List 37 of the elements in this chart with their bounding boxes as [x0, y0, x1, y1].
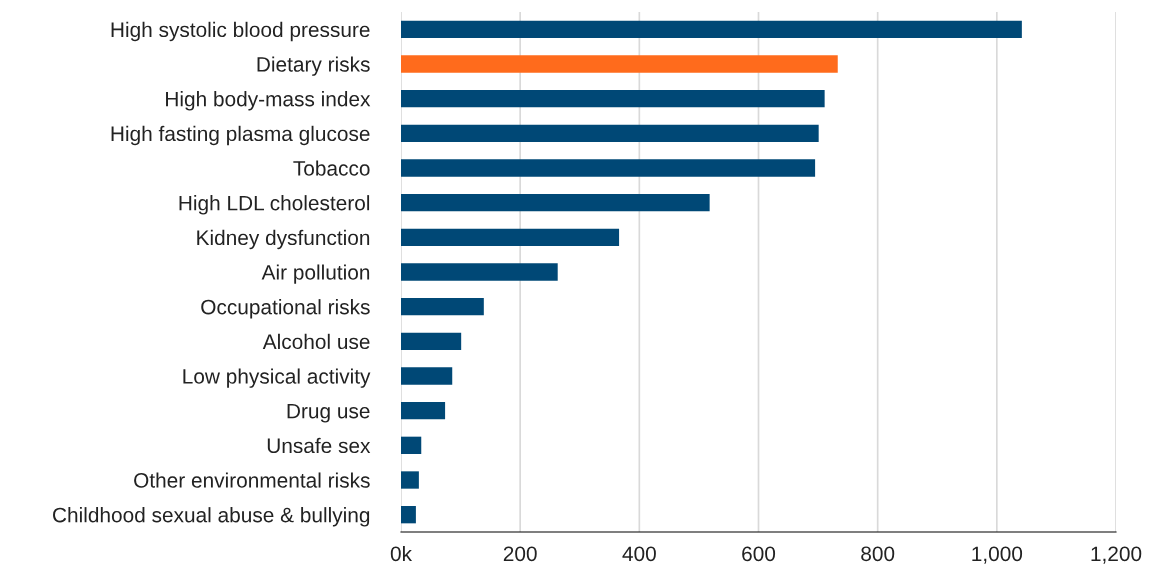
x-tick-label: 600 — [742, 546, 776, 562]
x-tick-label: 0k — [390, 545, 413, 562]
bar — [401, 367, 453, 385]
x-tick-label: 800 — [861, 546, 895, 562]
y-tick-label: Air pollution — [261, 264, 370, 284]
y-tick-label: Drug use — [287, 403, 370, 423]
bar — [401, 159, 816, 177]
y-tick-label: Dietary risks — [257, 56, 370, 76]
x-tick-label: 200 — [503, 546, 537, 562]
bar — [401, 228, 620, 246]
bar — [401, 20, 1022, 38]
y-tick-label: High LDL cholesterol — [179, 195, 370, 215]
x-tick-label: 1,200 — [1091, 546, 1142, 564]
y-tick-label: High fasting plasma glucose — [111, 125, 370, 146]
y-tick-label: Unsafe sex — [267, 437, 371, 454]
bar — [401, 298, 484, 316]
y-tick-label: High body-mass index — [166, 91, 371, 111]
bar — [401, 55, 838, 73]
y-tick-label: Kidney dysfunction — [197, 229, 370, 250]
y-tick-label: Tobacco — [293, 160, 370, 176]
y-tick-label: Occupational risks — [201, 299, 370, 319]
y-tick-label: Alcohol use — [262, 333, 370, 350]
y-tick-label: Low physical activity — [183, 368, 371, 388]
bar — [401, 194, 710, 212]
bar — [401, 402, 446, 420]
y-tick-label: Childhood sexual abuse & bullying — [53, 507, 370, 527]
bar — [401, 90, 825, 108]
x-tick-label: 400 — [622, 546, 656, 562]
bar — [401, 506, 416, 524]
bar — [401, 124, 819, 142]
bar — [401, 263, 558, 281]
x-tick-label: 1,000 — [972, 546, 1023, 564]
bar — [401, 471, 419, 489]
y-tick-label: High systolic blood pressure — [111, 21, 370, 42]
bar — [401, 436, 422, 454]
bar — [401, 332, 462, 350]
y-tick-label: Other environmental risks — [134, 472, 370, 488]
